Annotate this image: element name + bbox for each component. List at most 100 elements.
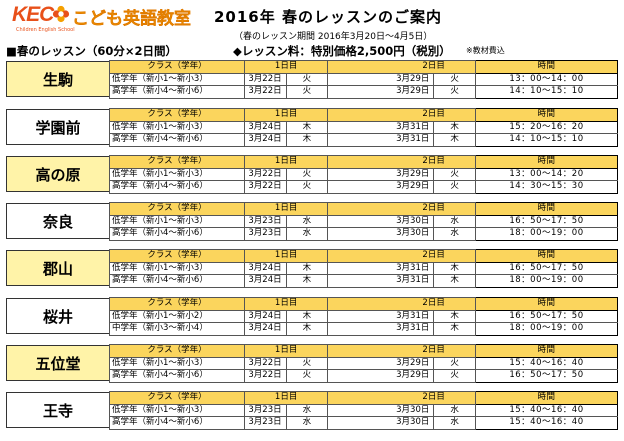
- header-day1: 1日目: [243, 202, 329, 216]
- page-title: 2016年 春のレッスンのご案内: [214, 8, 442, 26]
- spacer-cell: [327, 403, 393, 417]
- class-cell: 低学年（新小1～新小3）: [109, 72, 245, 86]
- class-cell: 低学年（新小1～新小3）: [109, 120, 245, 134]
- header-day1: 1日目: [243, 60, 329, 74]
- table-row: 低学年（新小1～新小3） 3月24日木 3月31日木 15：20～16：20: [109, 120, 618, 134]
- table-row: 低学年（新小1～新小3） 3月22日火 3月29日火 13：00～14：20: [109, 167, 618, 181]
- header-class: クラス（学年）: [109, 249, 245, 263]
- day2-date: 3月30日: [392, 227, 435, 241]
- location-name: 郡山: [6, 250, 109, 286]
- header-day1: 1日目: [243, 391, 329, 405]
- page-subtitle: （春のレッスン期間 2016年3月20日～4月5日）: [234, 32, 433, 42]
- header-class: クラス（学年）: [109, 297, 245, 311]
- day1-date: 3月23日: [244, 403, 287, 417]
- schedule-table: クラス（学年） 1日目 2日目 時間 低学年（新小1～新小3） 3月24日木 3月31日木 1…: [109, 249, 618, 288]
- time-cell: 16：50～17：50: [475, 369, 618, 383]
- day2-weekday: 木: [433, 120, 476, 134]
- time-cell: 15：20～16：20: [475, 120, 618, 134]
- header-day1: 1日目: [243, 108, 329, 122]
- header-day1: 1日目: [243, 249, 329, 263]
- header-day2: 2日目: [392, 155, 477, 169]
- day1-date: 3月24日: [244, 274, 287, 288]
- header-day2: 2日目: [392, 297, 477, 311]
- header-class: クラス（学年）: [109, 108, 245, 122]
- day1-date: 3月22日: [244, 180, 287, 194]
- location-name: 奈良: [6, 203, 109, 239]
- day2-date: 3月31日: [392, 120, 435, 134]
- header-row: クラス（学年） 1日目 2日目 時間: [109, 108, 618, 122]
- class-cell: 低学年（新小1～新小3）: [109, 167, 245, 181]
- time-cell: 18：00～19：00: [475, 274, 618, 288]
- day2-weekday: 火: [433, 167, 476, 181]
- time-cell: 15：40～16：40: [475, 356, 618, 370]
- day2-date: 3月31日: [392, 309, 435, 323]
- day1-date: 3月22日: [244, 167, 287, 181]
- day2-date: 3月31日: [392, 133, 435, 147]
- spacer-cell: [327, 85, 393, 99]
- day1-weekday: 火: [285, 72, 329, 86]
- day1-date: 3月24日: [244, 309, 287, 323]
- day1-weekday: 木: [285, 322, 329, 336]
- class-cell: 高学年（新小4～新小6）: [109, 416, 245, 430]
- class-cell: 中学年（新小3～新小4）: [109, 322, 245, 336]
- lesson-fee: ◆レッスン料：特別価格2,500円（税別）: [233, 44, 451, 58]
- spacer-cell: [327, 416, 393, 430]
- spacer-cell: [327, 227, 393, 241]
- header-class: クラス（学年）: [109, 344, 245, 358]
- day1-date: 3月24日: [244, 322, 287, 336]
- header-time: 時間: [475, 155, 618, 169]
- day2-weekday: 火: [433, 180, 476, 194]
- day1-weekday: 木: [285, 120, 329, 134]
- class-cell: 低学年（新小1～新小3）: [109, 403, 245, 417]
- day1-weekday: 火: [285, 356, 329, 370]
- day2-weekday: 木: [433, 133, 476, 147]
- day1-weekday: 火: [285, 167, 329, 181]
- spacer-cell: [327, 214, 393, 228]
- header-day1: 1日目: [243, 155, 329, 169]
- day2-weekday: 水: [433, 214, 476, 228]
- header-time: 時間: [475, 344, 618, 358]
- day1-weekday: 水: [285, 214, 329, 228]
- schedule-table: クラス（学年） 1日目 2日目 時間 低学年（新小1～新小3） 3月24日木 3月31日木 1…: [109, 108, 618, 147]
- logo-brand: KEC: [12, 3, 54, 26]
- day2-date: 3月29日: [392, 369, 435, 383]
- spacer-cell: [327, 72, 393, 86]
- day2-date: 3月30日: [392, 214, 435, 228]
- location-block: 郡山 クラス（学年） 1日目 2日目 時間 低学年（新小1～新小3） 3月24日木 3月31日…: [6, 249, 618, 288]
- day1-weekday: 水: [285, 416, 329, 430]
- location-block: 高の原 クラス（学年） 1日目 2日目 時間 低学年（新小1～新小3） 3月22日火 3月29…: [6, 155, 618, 194]
- table-row: 高学年（新小4～新小6） 3月24日木 3月31日木 14：10～15：10: [109, 133, 618, 147]
- day2-date: 3月29日: [392, 180, 435, 194]
- spacer-cell: [327, 120, 393, 134]
- header-spacer: [327, 60, 393, 74]
- location-block: 生駒 クラス（学年） 1日目 2日目 時間 低学年（新小1～新小3） 3月22日火 3月29日…: [6, 60, 618, 99]
- location-name: 王寺: [6, 392, 109, 428]
- day1-date: 3月24日: [244, 120, 287, 134]
- class-cell: 高学年（新小4～新小6）: [109, 180, 245, 194]
- table-row: 高学年（新小4～新小6） 3月23日水 3月30日水 15：40～16：40: [109, 416, 618, 430]
- header-spacer: [327, 249, 393, 263]
- header-row: クラス（学年） 1日目 2日目 時間: [109, 391, 618, 405]
- time-cell: 16：50～17：50: [475, 214, 618, 228]
- spacer-cell: [327, 322, 393, 336]
- spacer-cell: [327, 274, 393, 288]
- day1-weekday: 木: [285, 261, 329, 275]
- day2-weekday: 火: [433, 369, 476, 383]
- time-cell: 18：00～19：00: [475, 322, 618, 336]
- location-name: 学園前: [6, 109, 109, 145]
- class-cell: 低学年（新小1～新小3）: [109, 261, 245, 275]
- table-row: 低学年（新小1～新小3） 3月22日火 3月29日火 15：40～16：40: [109, 356, 618, 370]
- day2-weekday: 水: [433, 403, 476, 417]
- header-row: クラス（学年） 1日目 2日目 時間: [109, 297, 618, 311]
- day2-date: 3月29日: [392, 85, 435, 99]
- header-class: クラス（学年）: [109, 60, 245, 74]
- header-day2: 2日目: [392, 60, 477, 74]
- day1-weekday: 火: [285, 369, 329, 383]
- time-cell: 14：30～15：30: [475, 180, 618, 194]
- day1-date: 3月24日: [244, 133, 287, 147]
- header-row: クラス（学年） 1日目 2日目 時間: [109, 60, 618, 74]
- location-block: 奈良 クラス（学年） 1日目 2日目 時間 低学年（新小1～新小3） 3月23日水 3月30日…: [6, 202, 618, 241]
- table-row: 高学年（新小4～新小6） 3月22日火 3月29日火 14：30～15：30: [109, 180, 618, 194]
- header-time: 時間: [475, 108, 618, 122]
- header-day2: 2日目: [392, 391, 477, 405]
